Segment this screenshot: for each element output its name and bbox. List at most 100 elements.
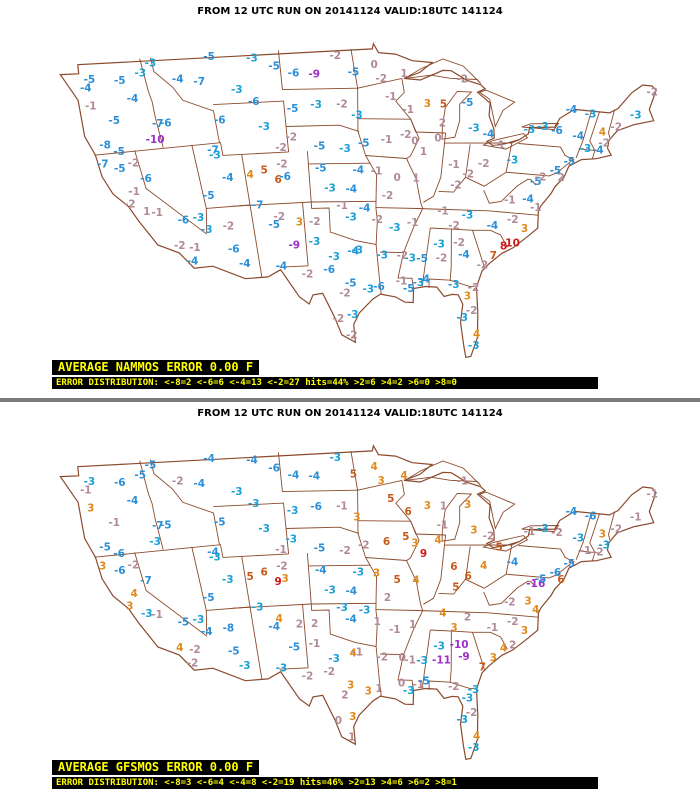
- station-error-value: -1: [85, 100, 97, 112]
- station-error-value: -1: [351, 646, 363, 658]
- state-boundary: [375, 207, 539, 216]
- station-error-value: -3: [630, 110, 642, 122]
- station-error-value: -4: [483, 129, 495, 141]
- state-boundary: [149, 459, 220, 545]
- station-error-value: -6: [323, 264, 335, 276]
- station-error-value: -3: [404, 253, 416, 265]
- station-error-value: -3: [193, 212, 205, 224]
- station-error-value: -5: [530, 176, 542, 188]
- station-error-value: -3: [134, 68, 146, 80]
- station-error-value: -9: [458, 651, 470, 663]
- station-error-value: -3: [329, 452, 341, 464]
- station-error-value: -7: [152, 118, 164, 130]
- station-error-value: -3: [201, 224, 213, 236]
- station-error-value: -2: [128, 157, 140, 169]
- state-boundary: [423, 132, 447, 203]
- state-boundary: [279, 604, 309, 670]
- station-error-value: 3: [464, 290, 471, 302]
- station-error-value: -9: [288, 240, 300, 252]
- station-error-value: -10: [146, 134, 165, 146]
- station-error-value: -2: [507, 214, 519, 226]
- station-error-value: -2: [598, 137, 610, 149]
- station-error-value: -1: [389, 624, 401, 636]
- station-error-value: 3: [378, 475, 385, 487]
- station-error-value: -2: [323, 666, 335, 678]
- station-error-value: -5: [114, 75, 126, 87]
- station-error-value: -7: [207, 145, 219, 157]
- station-error-value: 4: [480, 560, 487, 572]
- station-error-value: -2: [346, 330, 358, 342]
- state-boundary: [379, 653, 404, 656]
- station-error-value: -3: [287, 505, 299, 517]
- station-error-value: 2: [311, 618, 318, 630]
- station-error-value: 4: [400, 470, 407, 482]
- station-error-value: 2: [296, 618, 303, 630]
- station-error-value: -6: [178, 215, 190, 227]
- state-boundary: [365, 119, 420, 159]
- station-error-value: 0: [398, 677, 405, 689]
- station-error-value: -3: [413, 277, 425, 289]
- station-error-value: -1: [437, 206, 449, 218]
- state-boundary: [511, 139, 520, 144]
- station-error-value: -5: [563, 558, 575, 570]
- state-boundary: [306, 553, 382, 697]
- station-error-value: -2: [285, 131, 297, 143]
- station-error-value: 3: [281, 573, 288, 585]
- station-error-value: -1: [336, 200, 348, 212]
- state-boundary: [397, 560, 424, 691]
- station-error-value: -3: [141, 608, 153, 620]
- state-boundary: [357, 88, 378, 245]
- station-error-value: -3: [336, 602, 348, 614]
- station-error-value: -2: [329, 50, 341, 62]
- station-error-value: 4: [276, 613, 283, 625]
- station-error-value: -2: [535, 171, 547, 183]
- state-boundary: [350, 450, 402, 491]
- station-error-value: 1: [420, 146, 427, 158]
- station-error-value: 9: [420, 548, 427, 560]
- station-error-value: 0: [335, 715, 342, 727]
- lake-outline: [441, 492, 473, 542]
- state-boundary: [279, 202, 309, 268]
- station-error-value: 2: [341, 690, 348, 702]
- station-error-value: -1: [413, 679, 425, 691]
- station-error-value: -3: [468, 123, 480, 135]
- station-error-value: -2: [124, 199, 136, 211]
- state-boundary: [308, 162, 371, 165]
- station-error-value: -2: [376, 652, 388, 664]
- station-error-value: -4: [458, 249, 470, 261]
- station-error-value: -4: [507, 557, 519, 569]
- station-error-value: 2: [384, 592, 391, 604]
- station-error-value: 1: [412, 173, 419, 185]
- station-error-value: 3: [424, 98, 431, 110]
- nammos-average-error-banner: AVERAGE NAMMOS ERROR 0.00 F: [52, 360, 260, 375]
- station-error-value: -2: [375, 73, 387, 85]
- state-boundary: [94, 544, 289, 558]
- station-error-value: -3: [252, 601, 264, 613]
- station-error-value: -3: [231, 84, 243, 96]
- station-error-value: -1: [309, 638, 321, 650]
- station-error-value: -8: [99, 140, 111, 152]
- station-error-value: -1: [504, 195, 516, 207]
- station-error-value: 5: [440, 98, 447, 110]
- station-error-value: 4: [247, 169, 254, 181]
- station-error-value: -5: [314, 141, 326, 153]
- station-error-value: 4: [599, 127, 606, 139]
- state-boundary: [483, 178, 537, 204]
- station-error-value: -7: [252, 199, 264, 211]
- station-error-value: -3: [537, 121, 549, 133]
- station-error-value: -2: [172, 476, 184, 488]
- station-error-value: -3: [507, 155, 519, 167]
- station-error-value: -5: [203, 190, 215, 202]
- station-error-value: -3: [351, 244, 363, 256]
- station-error-value: -3: [193, 614, 205, 626]
- station-error-value: -4: [566, 506, 578, 518]
- state-boundary: [308, 564, 371, 567]
- station-error-value: -7: [152, 520, 164, 532]
- station-error-value: -7: [140, 575, 152, 587]
- state-boundary: [430, 227, 457, 230]
- state-boundary: [575, 110, 592, 158]
- station-error-value: -1: [371, 166, 383, 178]
- station-error-value: -4: [207, 547, 219, 559]
- station-error-value: -3: [285, 533, 297, 545]
- station-error-value: 4: [439, 608, 446, 620]
